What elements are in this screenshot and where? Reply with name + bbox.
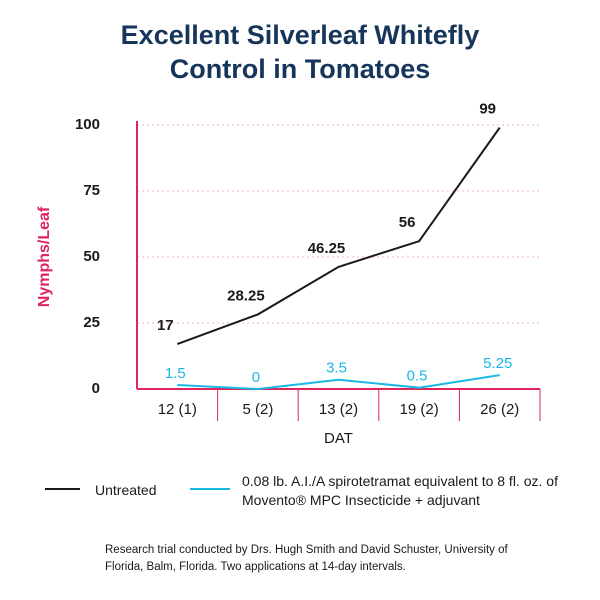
- data-label: 1.5: [165, 365, 186, 382]
- x-tick-label: 12 (1): [158, 401, 197, 418]
- y-tick-label: 100: [75, 116, 100, 133]
- data-label: 99: [479, 101, 496, 118]
- y-axis-label: Nymphs/Leaf: [36, 206, 53, 307]
- data-label: 46.25: [308, 240, 346, 257]
- y-tick-label: 75: [83, 182, 100, 199]
- series-line: [176, 127, 501, 346]
- chart-title: Excellent Silverleaf Whitefly Control in…: [120, 20, 480, 84]
- footnote: Research trial conducted by Drs. Hugh Sm…: [105, 544, 508, 573]
- legend-label: Untreated: [95, 482, 157, 498]
- x-axis-label: DAT: [324, 430, 353, 447]
- x-tick-label: 26 (2): [480, 401, 519, 418]
- data-label: 0: [252, 369, 260, 386]
- x-tick-label: 5 (2): [242, 401, 273, 418]
- data-label: 17: [157, 317, 174, 334]
- legend-label: 0.08 lb. A.I./A spirotetramat equivalent…: [242, 473, 558, 508]
- data-label: 56: [399, 214, 416, 231]
- data-label: 0.5: [407, 368, 428, 385]
- data-label: 3.5: [326, 360, 347, 377]
- y-tick-label: 25: [83, 314, 100, 331]
- x-tick-label: 13 (2): [319, 401, 358, 418]
- y-tick-label: 0: [92, 380, 100, 397]
- data-label: 5.25: [483, 355, 512, 372]
- data-label: 28.25: [227, 287, 265, 304]
- x-tick-label: 19 (2): [400, 401, 439, 418]
- y-tick-label: 50: [83, 248, 100, 265]
- series-line: [177, 374, 500, 391]
